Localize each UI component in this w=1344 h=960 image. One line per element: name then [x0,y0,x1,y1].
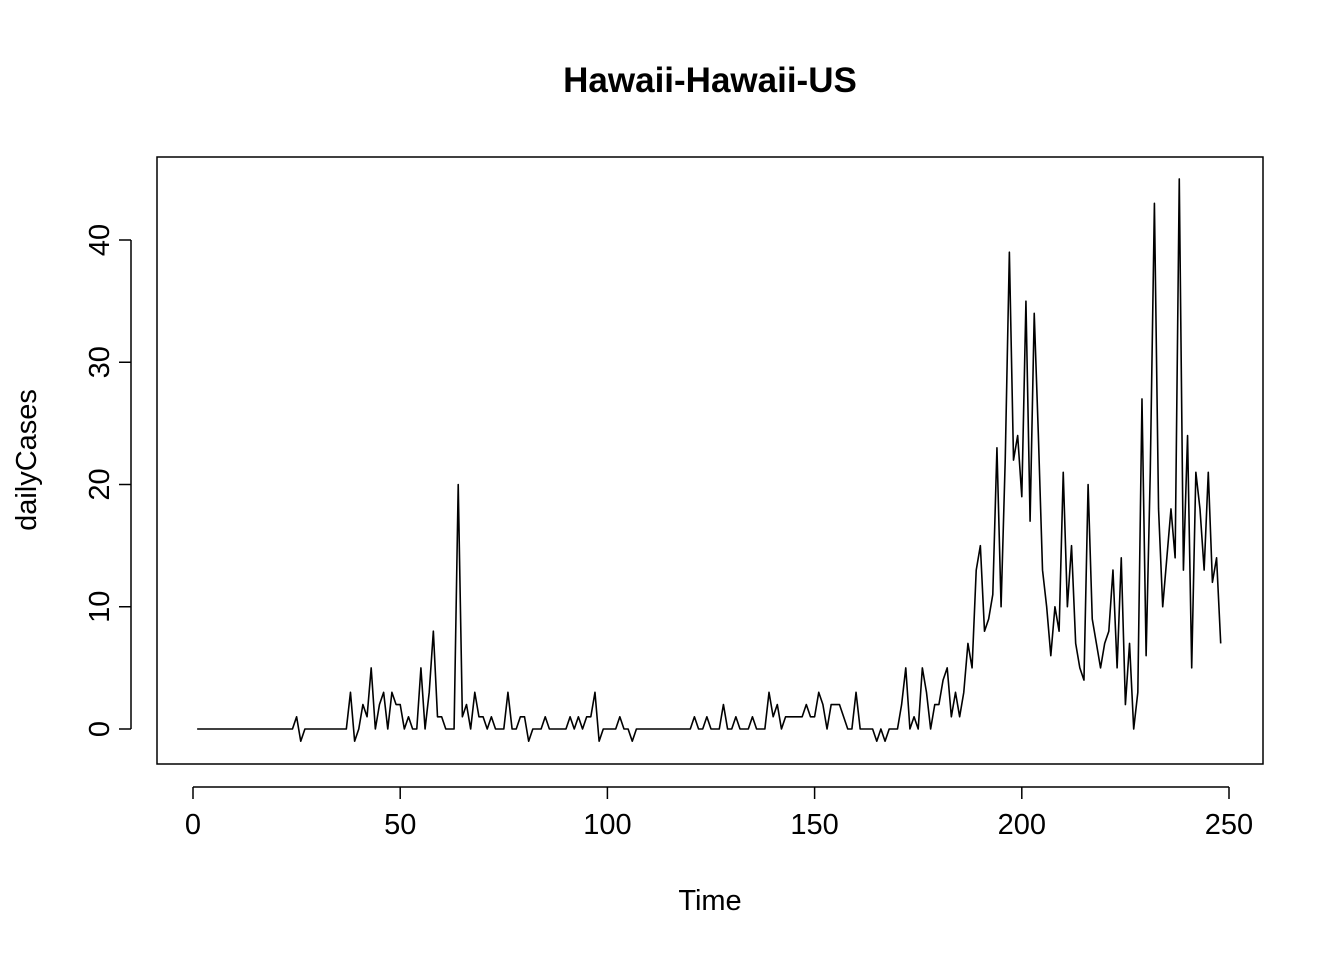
y-tick-label: 10 [84,591,116,623]
plot-area-box [156,156,1264,765]
y-axis: 0 10 20 30 40 [84,224,132,737]
y-tick-label: 40 [84,224,116,256]
x-axis-label: Time [678,885,741,917]
x-tick-label: 150 [790,809,838,841]
x-tick-label: 100 [583,809,631,841]
y-tick-label: 30 [84,346,116,378]
series-line-1 [197,178,1222,743]
series-group [197,178,1222,743]
x-tick-label: 250 [1205,809,1253,841]
chart-title: Hawaii-Hawaii-US [563,61,857,100]
y-axis-label: dailyCases [11,389,43,531]
x-axis: 0 50 100 150 200 250 [185,786,1253,841]
y-tick-label: 0 [84,721,116,737]
x-tick-label: 0 [185,809,201,841]
x-tick-label: 50 [384,809,416,841]
y-tick-label: 20 [84,468,116,500]
x-tick-label: 200 [998,809,1046,841]
